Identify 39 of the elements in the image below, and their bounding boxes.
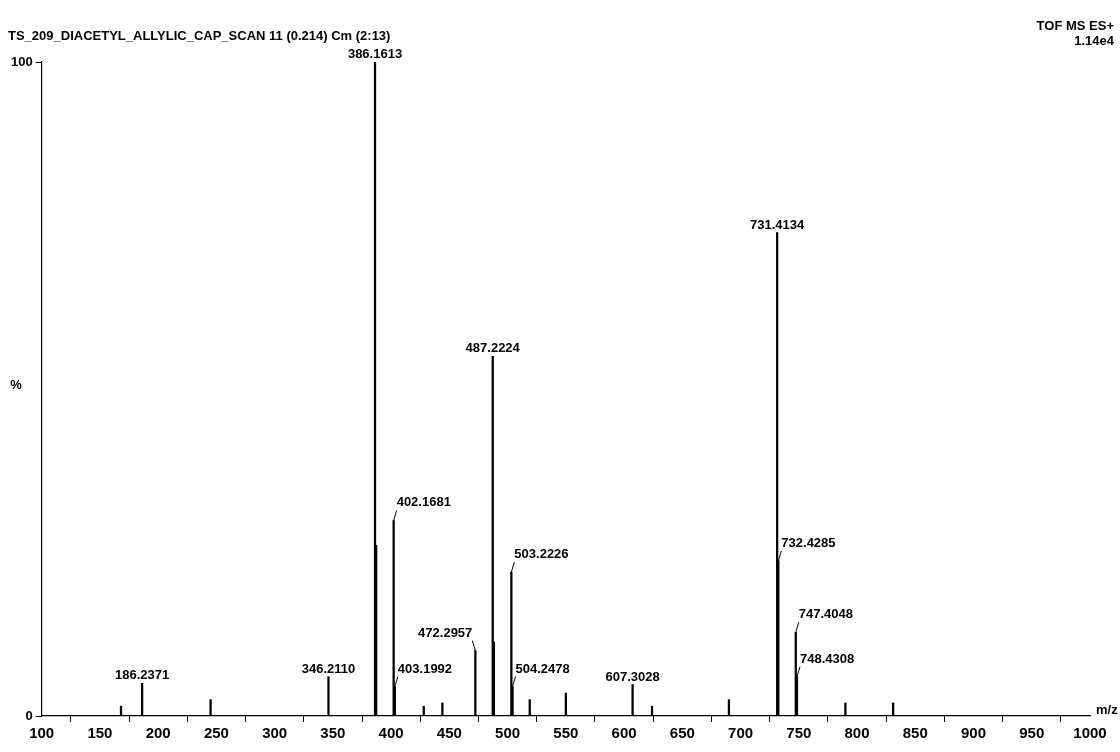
- x-tick-label: 700: [728, 724, 754, 742]
- annotation: 504.2478: [515, 660, 570, 676]
- chart-title: TS_209_DIACETYL_ALLYLIC_CAP_SCAN 11 (0.214) Cm (2:13): [8, 28, 391, 43]
- annotation: 346.2110: [301, 660, 356, 676]
- x-tick-label: 950: [1019, 724, 1045, 742]
- y-tick-label: 0: [25, 707, 33, 723]
- x-tick-label: 450: [436, 724, 462, 742]
- text: 1.14e4: [1074, 33, 1115, 48]
- annotation: 748.4308: [799, 650, 855, 666]
- x-tick-label: 600: [611, 724, 637, 742]
- annotation: 402.1681: [396, 494, 451, 510]
- annotation: 186.2371: [115, 667, 170, 683]
- y-axis-title: %: [10, 377, 23, 392]
- annotation: 386.1613: [347, 46, 403, 61]
- x-tick-label: 850: [902, 724, 928, 742]
- x-tick-label: 400: [378, 724, 404, 742]
- x-tick-label: 800: [844, 724, 870, 742]
- x-tick-label: 650: [669, 724, 695, 742]
- x-tick-label: 250: [203, 724, 229, 742]
- x-tick-label: 100: [29, 724, 55, 742]
- annotation: 747.4048: [798, 606, 854, 622]
- annotation: 732.4285: [781, 535, 836, 550]
- x-tick-label: 750: [786, 724, 812, 742]
- annotation: 472.2957: [418, 624, 473, 640]
- x-axis-title: m/z: [1096, 702, 1119, 717]
- x-tick-label: 200: [145, 724, 171, 742]
- annotation: 403.1992: [397, 660, 453, 676]
- x-tick-label: 550: [553, 724, 579, 742]
- annotation: 607.3028: [605, 668, 660, 684]
- x-tick-label: 1000: [1073, 724, 1107, 742]
- x-tick-label: 500: [495, 724, 521, 742]
- annotation: 487.2224: [465, 340, 521, 356]
- x-tick-label: 300: [262, 724, 288, 742]
- x-tick-label: 900: [961, 724, 987, 742]
- annotation: 731.4134: [750, 216, 806, 232]
- text: TOF MS ES+: [1036, 18, 1115, 33]
- annotation: 503.2226: [514, 546, 569, 562]
- x-tick-label: 350: [320, 724, 346, 742]
- x-tick-label: 150: [87, 724, 113, 742]
